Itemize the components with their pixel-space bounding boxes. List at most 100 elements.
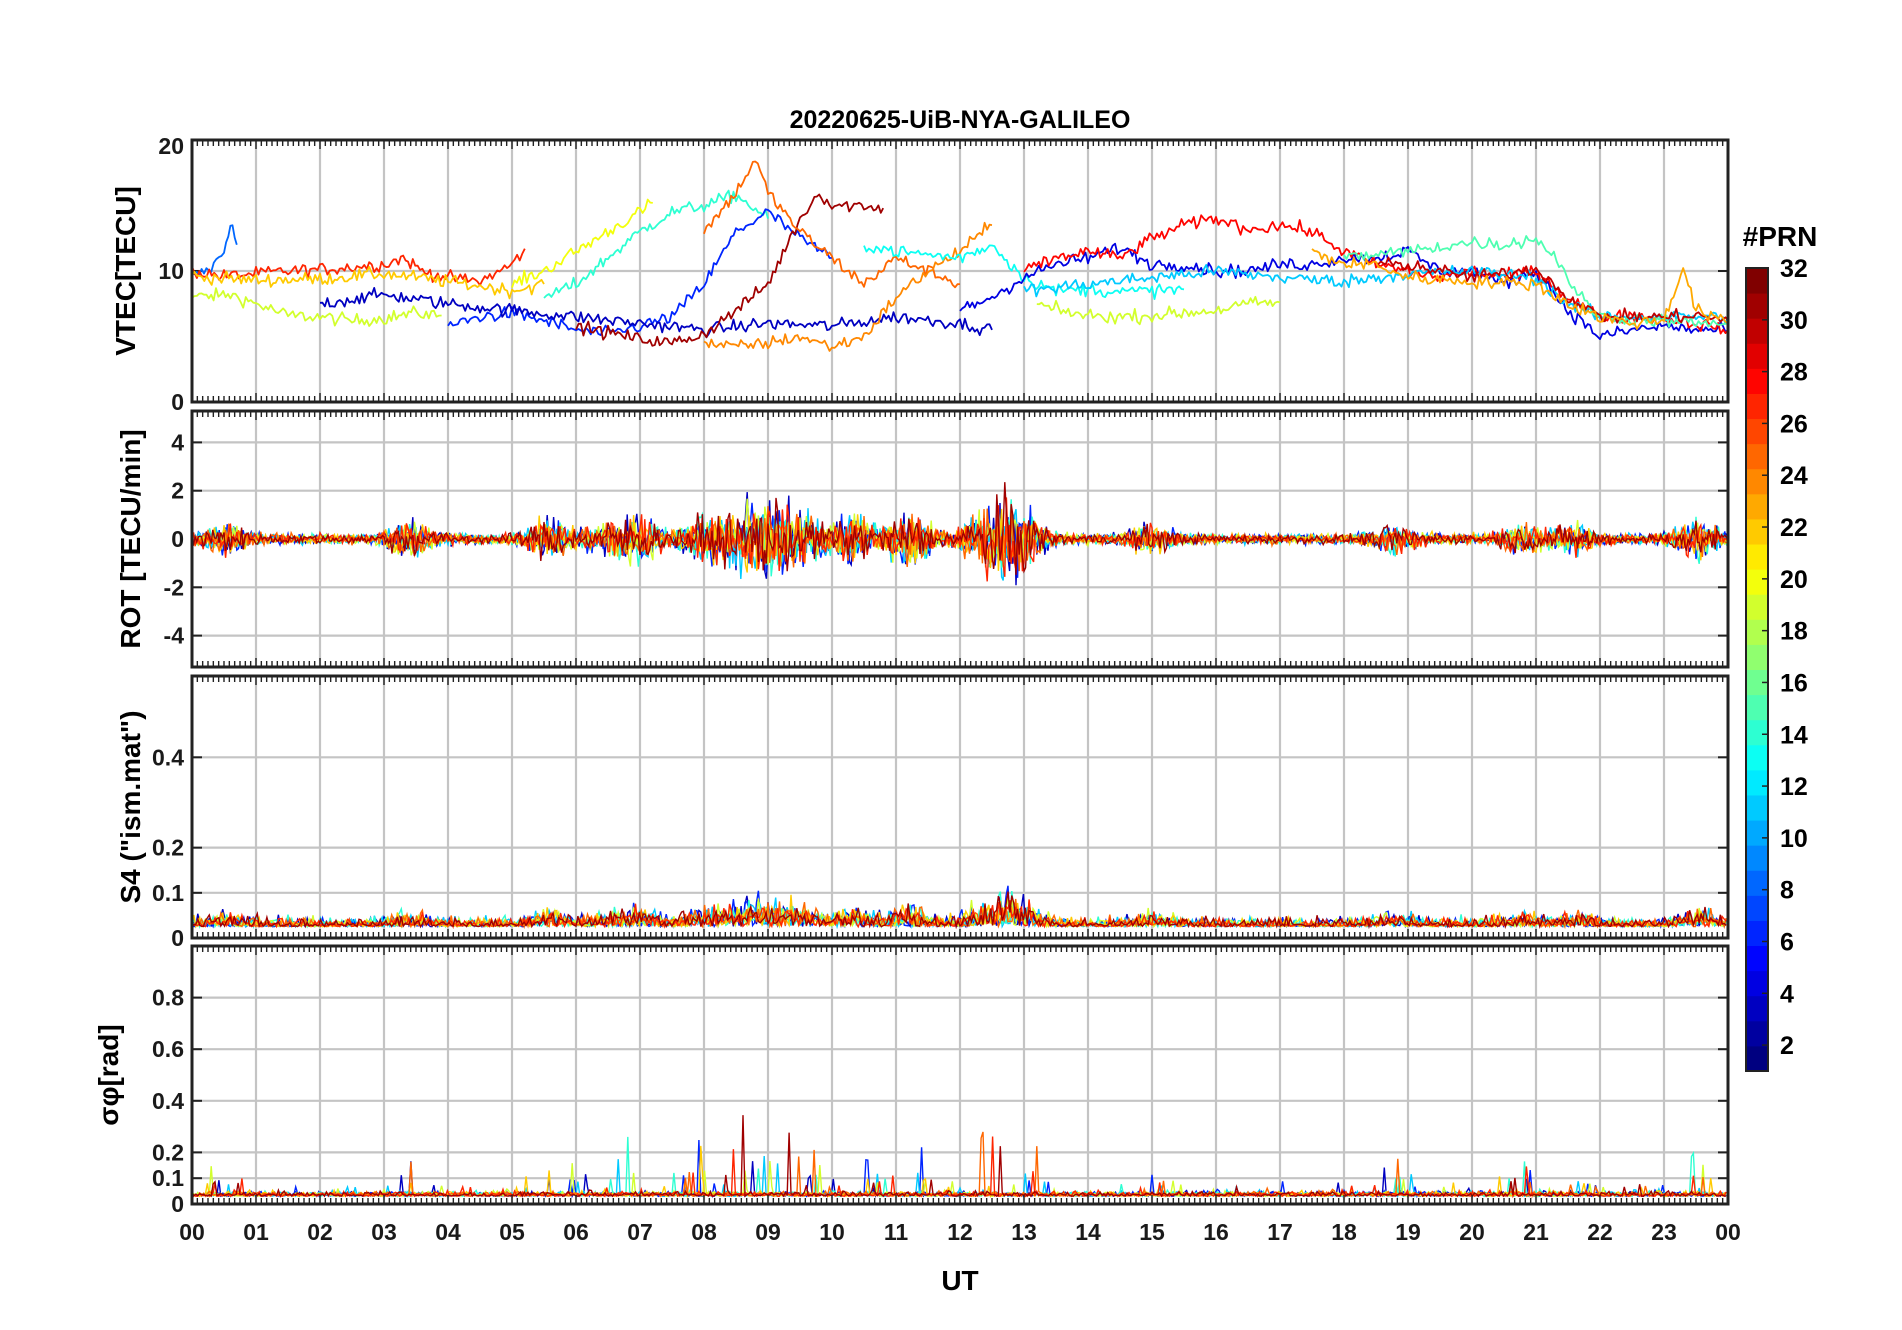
x-tick-label: 02 <box>307 1219 333 1245</box>
colorbar-cell-13 <box>1746 744 1768 771</box>
colorbar-title: #PRN <box>1743 221 1818 252</box>
colorbar-cell-1 <box>1746 1045 1768 1072</box>
panel-s4-y-tick-labels: 0 0.1 0.2 0.4 <box>152 744 184 951</box>
panel-rot-y-tick-labels: -4 -2 0 2 4 <box>164 429 185 648</box>
colorbar-tick-label: 2 <box>1780 1032 1794 1060</box>
panel-s4-ylabel: S4 ("ism.mat") <box>115 710 146 903</box>
x-tick-label: 20 <box>1459 1219 1485 1245</box>
chart-title: 20220625-UiB-NYA-GALILEO <box>790 106 1131 134</box>
x-tick-label: 04 <box>435 1219 461 1245</box>
panel-sigma-phi-ylabel: σφ[rad] <box>93 1024 124 1125</box>
colorbar-cell-31 <box>1746 293 1768 319</box>
colorbar-cell-30 <box>1746 318 1768 344</box>
panel-s4-x-grid <box>254 676 1666 938</box>
panel-s4-frame <box>190 674 1730 940</box>
x-tick-label: 18 <box>1331 1219 1357 1245</box>
colorbar-tick-label: 28 <box>1780 359 1808 387</box>
x-tick-label: 14 <box>1075 1219 1101 1245</box>
colorbar-cell-23 <box>1746 493 1768 520</box>
y-tick-label: -2 <box>164 574 184 600</box>
y-tick-label: 20 <box>158 133 184 159</box>
colorbar-tick-label: 18 <box>1780 618 1808 646</box>
s4-series-prn-31 <box>192 891 1727 930</box>
panel-s4: 0 0.1 0.2 0.4 S4 ("ism.mat") <box>115 674 1730 951</box>
vtec-series-prn-30 <box>1375 256 1728 324</box>
vtec-series-prn-6 <box>447 208 833 337</box>
colorbar-tick-label: 4 <box>1780 980 1794 1008</box>
panel-vtec-y-tick-labels: 0 10 20 <box>158 133 184 415</box>
colorbar-tick-label: 14 <box>1780 721 1808 749</box>
vtec-series-prn-11 <box>1023 263 1728 325</box>
rot-series-prn-27 <box>192 497 1728 582</box>
colorbar-cell-5 <box>1746 945 1768 972</box>
y-tick-label: 0 <box>171 389 184 415</box>
panel-vtec-frame <box>190 138 1730 404</box>
colorbar-cell-12 <box>1746 769 1768 796</box>
x-tick-label: 05 <box>499 1219 525 1245</box>
colorbar-cell-18 <box>1746 619 1768 645</box>
x-tick-label: 12 <box>947 1219 973 1245</box>
panel-sigma-phi-frame <box>190 944 1730 1206</box>
panel-rot: -4 -2 0 2 4 ROT [TECU/min] <box>115 409 1730 669</box>
y-tick-label: 0 <box>171 1191 184 1217</box>
colorbar-cell-16 <box>1746 669 1768 696</box>
y-tick-label: 0.1 <box>152 1165 184 1191</box>
vtec-series-prn-19 <box>192 287 442 327</box>
colorbar-cell-10 <box>1746 820 1768 846</box>
colorbar-tick-label: 8 <box>1780 877 1794 905</box>
colorbar-tick-label: 6 <box>1780 928 1794 956</box>
x-tick-label: 10 <box>819 1219 845 1245</box>
x-tick-label: 07 <box>627 1219 653 1245</box>
panel-sigma-phi: 00.10.2 0.4 0.6 0.8 σφ[rad] <box>93 944 1730 1217</box>
colorbar-cell-20 <box>1746 569 1768 595</box>
x-tick-label: 06 <box>563 1219 589 1245</box>
vtec-series-prn-20 <box>511 198 653 288</box>
colorbar-cell-25 <box>1746 443 1768 470</box>
y-tick-label: 0 <box>171 925 184 951</box>
colorbar-cell-22 <box>1746 518 1768 545</box>
colorbar-cell-21 <box>1746 544 1768 570</box>
x-tick-labels: 00 01 02 03 04 05 06 07 08 09 10 11 12 13 14 15 16 17 18 19… <box>179 1219 1741 1245</box>
vtec-series-prn-25 <box>703 160 961 289</box>
x-axis-label: UT <box>941 1265 978 1296</box>
rot-series-prn-31 <box>192 482 1728 575</box>
colorbar-cell-8 <box>1746 870 1768 896</box>
colorbar-cell-4 <box>1746 970 1768 997</box>
colorbar-cell-15 <box>1746 694 1768 721</box>
colorbar-cell-11 <box>1746 794 1768 821</box>
colorbar-cell-6 <box>1746 920 1768 947</box>
y-tick-label: 4 <box>171 429 184 455</box>
colorbar-cell-9 <box>1746 845 1768 871</box>
colorbar-tick-label: 16 <box>1780 669 1808 697</box>
y-tick-label: 0.4 <box>152 744 184 770</box>
colorbar-tick-label: 26 <box>1780 410 1808 438</box>
x-tick-label: 09 <box>755 1219 781 1245</box>
y-tick-label: 0.4 <box>152 1088 184 1114</box>
y-tick-label: 2 <box>171 478 184 504</box>
panel-vtec: 0 10 20 VTEC[TECU] <box>110 133 1730 415</box>
panel-vtec-ylabel: VTEC[TECU] <box>110 186 141 356</box>
panel-sigma-phi-y-grid <box>192 996 1728 1205</box>
colorbar-cell-32 <box>1746 268 1768 294</box>
panel-rot-series <box>192 482 1728 586</box>
colorbar-tick-label: 22 <box>1780 514 1808 542</box>
x-tick-label: 03 <box>371 1219 397 1245</box>
vtec-series-prn-24 <box>703 221 993 352</box>
colorbar-tick-label: 30 <box>1780 307 1808 335</box>
panel-s4-series <box>192 885 1727 930</box>
x-tick-label: 13 <box>1011 1219 1037 1245</box>
y-tick-label: 0.8 <box>152 985 184 1011</box>
colorbar-cell-17 <box>1746 644 1768 670</box>
y-tick-label: 0.1 <box>152 880 184 906</box>
vtec-series-prn-19 <box>1036 295 1281 326</box>
colorbar-cell-29 <box>1746 343 1768 369</box>
x-tick-label: 01 <box>243 1219 269 1245</box>
colorbar-tick-label: 20 <box>1780 566 1808 594</box>
colorbar-tick-label: 32 <box>1780 255 1808 283</box>
colorbar-frame <box>1745 267 1769 1072</box>
x-tick-label: 00 <box>1715 1219 1741 1245</box>
colorbar-cell-26 <box>1746 418 1768 445</box>
colorbar-cell-24 <box>1746 468 1768 495</box>
x-tick-label: 15 <box>1139 1219 1165 1245</box>
